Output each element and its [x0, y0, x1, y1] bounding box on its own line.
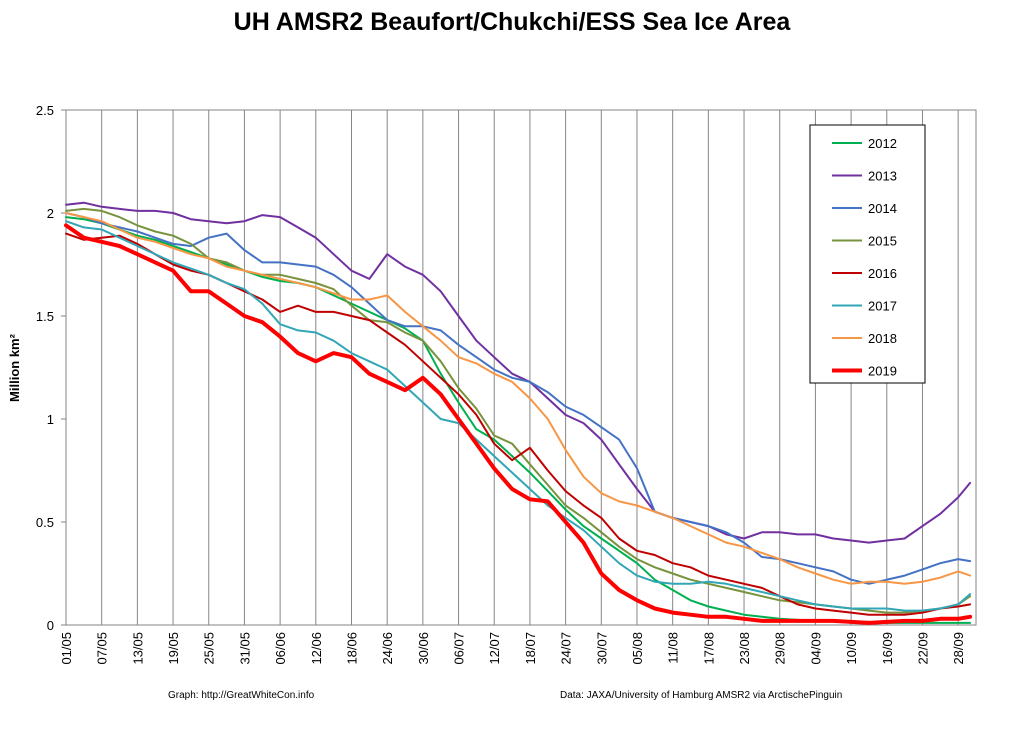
x-tick-labels: 01/05 07/05 13/05 19/05 25/05 31/05 06/06 12/06… — [59, 632, 966, 665]
y-tick-label: 2 — [47, 206, 54, 221]
x-tick-label: 19/05 — [166, 632, 181, 665]
x-tick-label: 12/07 — [487, 632, 502, 665]
series-line-2018 — [65, 212, 972, 585]
series-line-2017 — [65, 220, 972, 612]
x-tick-label: 24/07 — [559, 632, 574, 665]
y-tick-label: 1.5 — [36, 309, 54, 324]
x-tick-label: 10/09 — [844, 632, 859, 665]
x-tick-label: 11/08 — [666, 632, 681, 664]
legend: 2012 2013 2014 2015 2016 2017 2018 2019 — [809, 124, 926, 384]
series-line-2014 — [65, 212, 972, 585]
x-tick-label: 22/09 — [915, 632, 930, 665]
legend-box — [809, 124, 926, 384]
x-tick-label: 29/08 — [773, 632, 788, 665]
legend-label-2017: 2017 — [868, 299, 897, 314]
legend-label-2013: 2013 — [868, 169, 897, 184]
x-tick-label: 25/05 — [202, 632, 217, 665]
x-tick-label: 06/07 — [452, 632, 467, 665]
legend-label-2012: 2012 — [868, 136, 897, 151]
legend-label-2018: 2018 — [868, 331, 897, 346]
x-tick-label: 18/06 — [344, 632, 359, 665]
x-tick-label: 06/06 — [273, 632, 288, 665]
x-tick-label: 31/05 — [237, 632, 252, 665]
y-tick-labels: 0 0.5 1 1.5 2 2.5 — [36, 103, 54, 633]
legend-label-2016: 2016 — [868, 266, 897, 281]
x-tick-label: 24/06 — [380, 632, 395, 665]
series-line-2013 — [65, 201, 972, 544]
x-tick-label: 28/09 — [951, 632, 966, 665]
x-tick-label: 13/05 — [130, 632, 145, 665]
x-tick-label: 30/07 — [594, 632, 609, 665]
x-tick-label: 16/09 — [880, 632, 895, 665]
series-line-2019 — [64, 223, 973, 625]
x-tick-label: 04/09 — [808, 632, 823, 665]
x-tick-label: 07/05 — [95, 632, 110, 665]
x-tick-label: 01/05 — [59, 632, 74, 665]
x-tick-label: 12/06 — [309, 632, 324, 665]
legend-label-2019: 2019 — [868, 364, 897, 379]
legend-label-2014: 2014 — [868, 201, 897, 216]
source-credit-data: Data: JAXA/University of Hamburg AMSR2 v… — [560, 690, 843, 701]
y-tick-label: 1 — [47, 412, 54, 427]
x-tick-label: 05/08 — [630, 632, 645, 665]
x-tick-label: 17/08 — [701, 632, 716, 665]
y-tick-label: 0.5 — [36, 515, 54, 530]
source-credit-graph: Graph: http://GreatWhiteCon.info — [168, 690, 315, 701]
chart-title: UH AMSR2 Beaufort/Chukchi/ESS Sea Ice Ar… — [233, 8, 791, 36]
x-tick-label: 18/07 — [523, 632, 538, 665]
y-tick-label: 2.5 — [36, 103, 54, 118]
x-tick-label: 30/06 — [416, 632, 431, 665]
legend-label-2015: 2015 — [868, 234, 897, 249]
y-axis-label: Million km² — [7, 333, 22, 402]
series-lines — [64, 201, 973, 625]
y-tick-label: 0 — [47, 618, 54, 633]
x-tick-label: 23/08 — [737, 632, 752, 665]
